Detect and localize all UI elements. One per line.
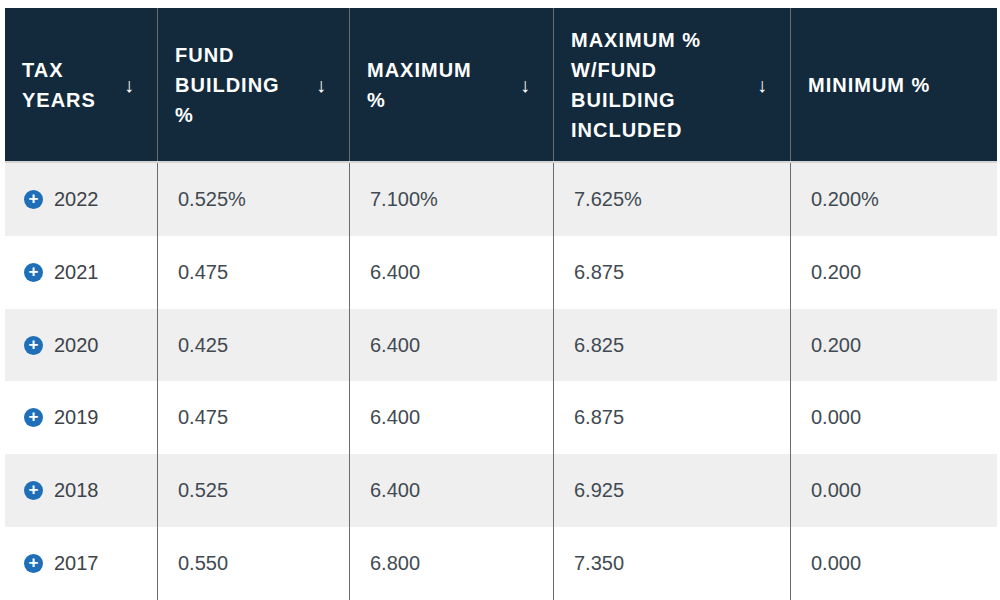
cell-tax-year: + 2017 [5,527,157,600]
sort-descending-icon: ↓ [520,70,531,100]
page: TAX YEARS ↓ FUND BUILDING % ↓ MAXIMUM % … [0,0,1000,600]
table-row: + 2022 0.525% 7.100% 7.625% 0.200% [5,163,997,236]
cell-maximum: 7.100% [349,163,553,236]
expand-row-button[interactable]: + [24,481,43,500]
column-header-label: MAXIMUM % [367,55,472,115]
cell-maximum-with-fund: 7.350 [553,527,790,600]
cell-fund-building: 0.425 [157,309,349,382]
cell-tax-year: + 2019 [5,381,157,454]
cell-minimum: 0.000 [790,454,997,527]
cell-tax-year: + 2022 [5,163,157,236]
cell-tax-year: + 2021 [5,236,157,309]
cell-tax-year: + 2018 [5,454,157,527]
cell-maximum-with-fund: 7.625% [553,163,790,236]
cell-fund-building: 0.525% [157,163,349,236]
column-header-label: TAX YEARS [22,55,96,115]
cell-minimum: 0.000 [790,381,997,454]
cell-fund-building: 0.525 [157,454,349,527]
year-label: 2022 [54,188,99,211]
expand-row-button[interactable]: + [24,408,43,427]
table-header-row: TAX YEARS ↓ FUND BUILDING % ↓ MAXIMUM % … [5,8,997,163]
cell-minimum: 0.200 [790,236,997,309]
year-label: 2021 [54,261,99,284]
column-header-fund-building-pct[interactable]: FUND BUILDING % ↓ [157,8,349,161]
tax-rates-table: TAX YEARS ↓ FUND BUILDING % ↓ MAXIMUM % … [5,8,997,600]
plus-icon: + [29,190,39,207]
year-label: 2017 [54,552,99,575]
cell-maximum-with-fund: 6.875 [553,381,790,454]
plus-icon: + [29,263,39,280]
cell-minimum: 0.000 [790,527,997,600]
cell-maximum: 6.800 [349,527,553,600]
expand-row-button[interactable]: + [24,190,43,209]
column-header-label: MINIMUM % [808,70,930,100]
cell-maximum-with-fund: 6.825 [553,309,790,382]
cell-fund-building: 0.550 [157,527,349,600]
year-label: 2018 [54,479,99,502]
cell-minimum: 0.200% [790,163,997,236]
year-label: 2020 [54,334,99,357]
year-label: 2019 [54,406,99,429]
table-row: + 2019 0.475 6.400 6.875 0.000 [5,381,997,454]
cell-maximum: 6.400 [349,309,553,382]
plus-icon: + [29,408,39,425]
table-body: + 2022 0.525% 7.100% 7.625% 0.200% + 202… [5,163,997,600]
cell-fund-building: 0.475 [157,381,349,454]
table-row: + 2021 0.475 6.400 6.875 0.200 [5,236,997,309]
table-row: + 2018 0.525 6.400 6.925 0.000 [5,454,997,527]
expand-row-button[interactable]: + [24,263,43,282]
cell-maximum: 6.400 [349,381,553,454]
column-header-minimum-pct: MINIMUM % [790,8,997,161]
column-header-label: MAXIMUM % W/FUND BUILDING INCLUDED [571,25,701,145]
column-header-maximum-with-fund-pct[interactable]: MAXIMUM % W/FUND BUILDING INCLUDED ↓ [553,8,790,161]
column-header-maximum-pct[interactable]: MAXIMUM % ↓ [349,8,553,161]
cell-minimum: 0.200 [790,309,997,382]
cell-maximum-with-fund: 6.925 [553,454,790,527]
plus-icon: + [29,481,39,498]
table-row: + 2017 0.550 6.800 7.350 0.000 [5,527,997,600]
sort-descending-icon: ↓ [316,70,327,100]
cell-tax-year: + 2020 [5,309,157,382]
expand-row-button[interactable]: + [24,554,43,573]
column-header-tax-years[interactable]: TAX YEARS ↓ [5,8,157,161]
cell-fund-building: 0.475 [157,236,349,309]
plus-icon: + [29,554,39,571]
expand-row-button[interactable]: + [24,336,43,355]
sort-descending-icon: ↓ [757,70,768,100]
cell-maximum-with-fund: 6.875 [553,236,790,309]
sort-descending-icon: ↓ [124,70,135,100]
cell-maximum: 6.400 [349,236,553,309]
plus-icon: + [29,336,39,353]
cell-maximum: 6.400 [349,454,553,527]
table-row: + 2020 0.425 6.400 6.825 0.200 [5,309,997,382]
column-header-label: FUND BUILDING % [175,40,280,130]
